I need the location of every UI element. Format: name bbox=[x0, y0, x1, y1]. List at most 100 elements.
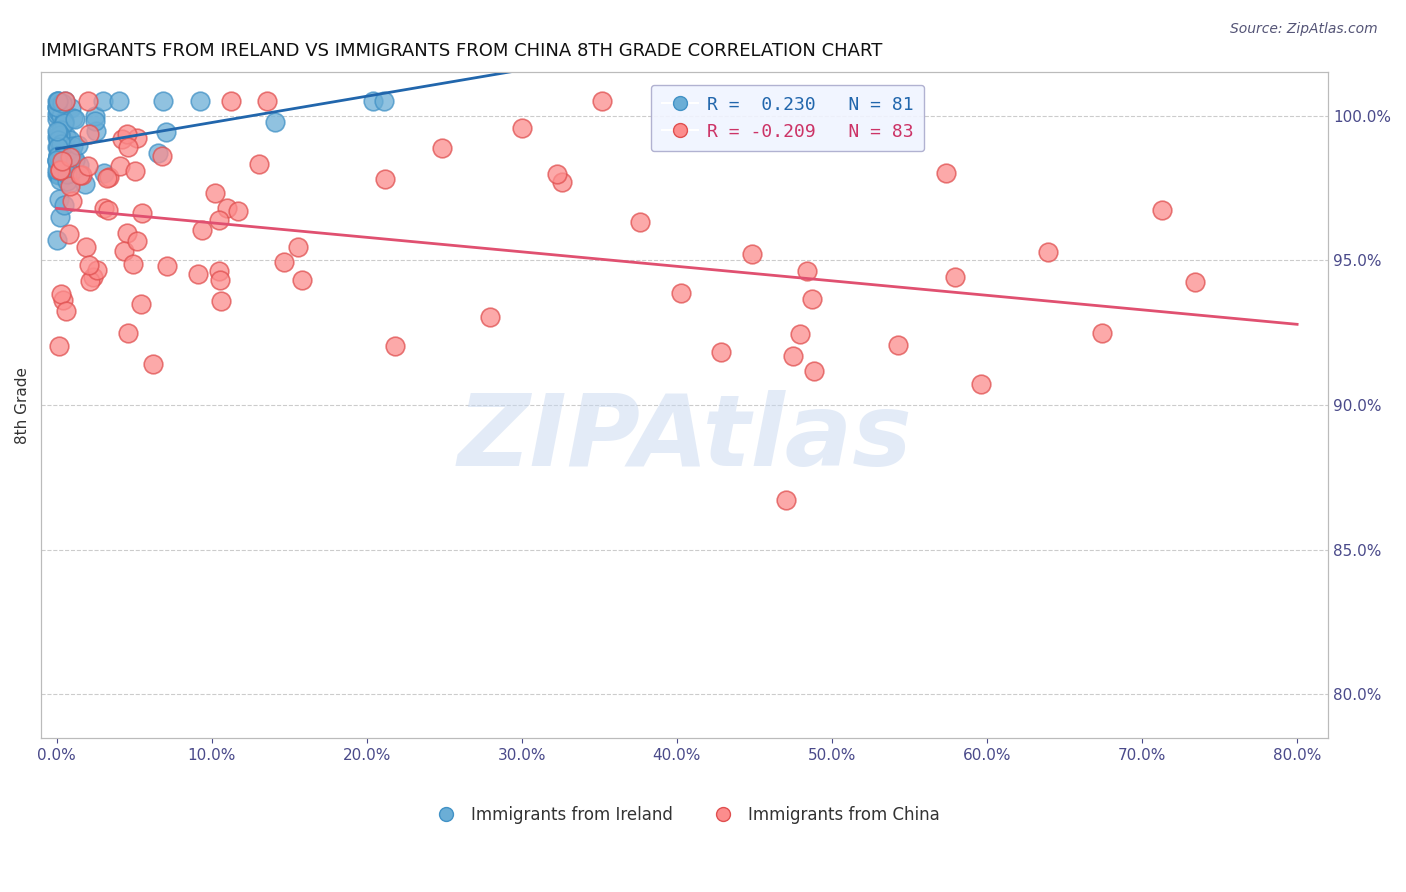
Text: ZIPAtlas: ZIPAtlas bbox=[457, 390, 912, 487]
Point bbox=[96, 170, 118, 185]
Point bbox=[155, 125, 177, 139]
Point bbox=[45, 95, 67, 109]
Point bbox=[48, 168, 70, 182]
Point bbox=[709, 344, 731, 359]
Point bbox=[46, 148, 69, 162]
Point bbox=[46, 163, 69, 178]
Point bbox=[55, 129, 77, 144]
Point bbox=[46, 128, 69, 143]
Point bbox=[935, 166, 957, 180]
Point bbox=[129, 297, 152, 311]
Point bbox=[79, 128, 101, 142]
Point bbox=[273, 255, 295, 269]
Point bbox=[1150, 202, 1173, 217]
Point bbox=[97, 202, 120, 217]
Point bbox=[46, 140, 69, 154]
Point bbox=[46, 140, 69, 154]
Point bbox=[803, 364, 825, 378]
Point bbox=[52, 114, 75, 128]
Point bbox=[121, 256, 143, 270]
Point bbox=[146, 146, 169, 161]
Point bbox=[67, 138, 90, 153]
Point bbox=[247, 157, 270, 171]
Point bbox=[51, 286, 73, 301]
Point bbox=[46, 153, 69, 168]
Point bbox=[48, 162, 70, 177]
Point bbox=[510, 120, 533, 135]
Point bbox=[373, 95, 395, 109]
Point bbox=[108, 159, 131, 173]
Point bbox=[46, 129, 69, 144]
Point bbox=[63, 153, 86, 167]
Point bbox=[479, 310, 502, 325]
Point bbox=[75, 240, 97, 254]
Point bbox=[48, 149, 70, 163]
Point bbox=[58, 178, 80, 193]
Point bbox=[49, 128, 72, 143]
Point bbox=[48, 192, 70, 206]
Point bbox=[551, 175, 574, 189]
Point bbox=[91, 95, 114, 109]
Point bbox=[789, 326, 811, 341]
Point bbox=[45, 124, 67, 138]
Point bbox=[77, 258, 100, 272]
Point bbox=[152, 95, 174, 109]
Point bbox=[45, 112, 67, 126]
Point bbox=[53, 95, 76, 109]
Point bbox=[46, 167, 69, 181]
Point bbox=[49, 122, 72, 136]
Point bbox=[60, 194, 83, 208]
Point bbox=[741, 246, 763, 260]
Point bbox=[53, 116, 76, 130]
Point bbox=[156, 259, 179, 273]
Point bbox=[48, 150, 70, 164]
Point bbox=[374, 172, 396, 186]
Point bbox=[125, 131, 148, 145]
Point bbox=[287, 240, 309, 254]
Point bbox=[208, 212, 231, 227]
Point bbox=[48, 167, 70, 181]
Point bbox=[56, 149, 79, 163]
Point bbox=[55, 304, 77, 318]
Point bbox=[45, 154, 67, 169]
Point bbox=[56, 174, 79, 188]
Point bbox=[361, 95, 384, 109]
Point bbox=[49, 173, 72, 187]
Point bbox=[46, 95, 69, 109]
Point bbox=[98, 170, 121, 185]
Point bbox=[62, 111, 84, 125]
Point bbox=[187, 267, 209, 281]
Point bbox=[970, 377, 993, 392]
Point bbox=[207, 263, 229, 277]
Point bbox=[591, 95, 613, 109]
Point bbox=[48, 167, 70, 181]
Point bbox=[671, 285, 693, 300]
Point bbox=[84, 113, 107, 128]
Point bbox=[131, 206, 153, 220]
Point bbox=[49, 142, 72, 156]
Point bbox=[45, 100, 67, 114]
Point bbox=[46, 99, 69, 113]
Point bbox=[111, 132, 134, 146]
Point bbox=[124, 163, 146, 178]
Point bbox=[1091, 326, 1114, 340]
Point bbox=[291, 273, 314, 287]
Point bbox=[48, 133, 70, 147]
Point bbox=[628, 215, 651, 229]
Point bbox=[191, 223, 214, 237]
Point bbox=[801, 293, 824, 307]
Point bbox=[430, 141, 453, 155]
Point bbox=[51, 143, 73, 157]
Point bbox=[58, 154, 80, 169]
Point bbox=[86, 124, 108, 138]
Point bbox=[219, 95, 242, 109]
Point bbox=[384, 339, 406, 353]
Point bbox=[49, 155, 72, 169]
Point bbox=[117, 326, 139, 340]
Point bbox=[264, 115, 287, 129]
Point bbox=[49, 167, 72, 181]
Point bbox=[886, 338, 908, 352]
Point bbox=[49, 163, 72, 178]
Point bbox=[107, 95, 129, 109]
Point bbox=[49, 136, 72, 151]
